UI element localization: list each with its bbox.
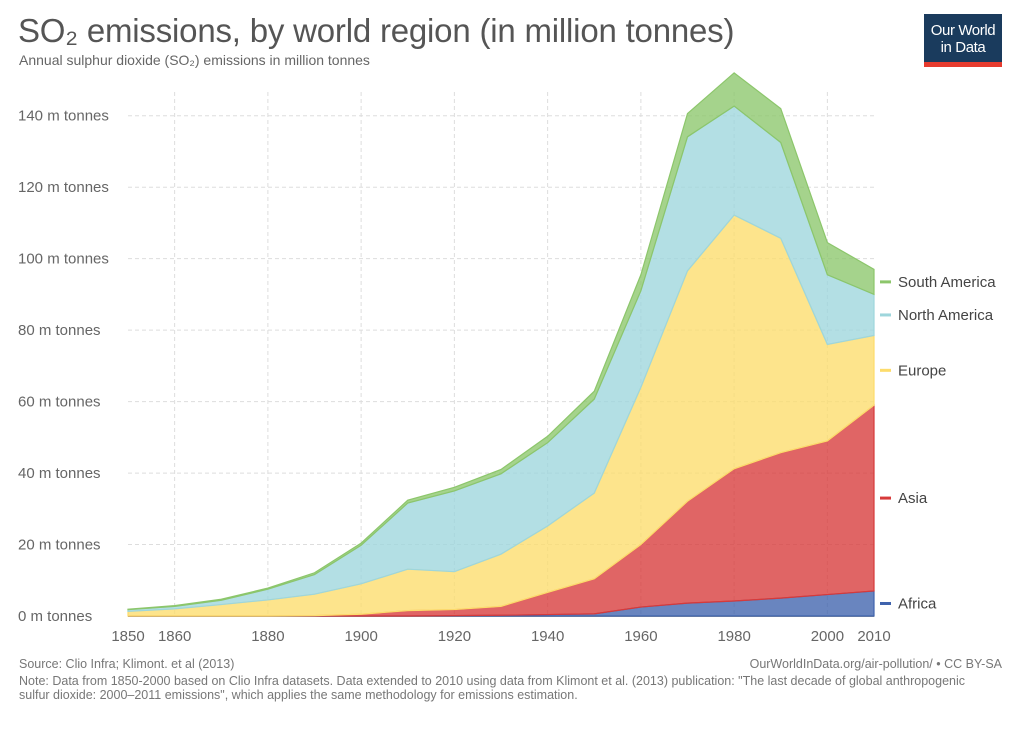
legend-label-asia[interactable]: Asia bbox=[898, 490, 928, 507]
y-tick-label: 100 m tonnes bbox=[18, 251, 109, 268]
legend-label-north-america[interactable]: North America bbox=[898, 307, 994, 324]
y-tick-label: 80 m tonnes bbox=[18, 322, 101, 339]
x-tick-label: 1960 bbox=[624, 628, 657, 645]
legend-label-south-america[interactable]: South America bbox=[898, 274, 996, 291]
legend-swatch-south-america bbox=[880, 280, 891, 284]
logo-stripe bbox=[924, 62, 1002, 67]
x-tick-label: 1980 bbox=[717, 628, 750, 645]
legend-label-africa[interactable]: Africa bbox=[898, 595, 937, 612]
x-tick-label: 1880 bbox=[251, 628, 284, 645]
x-axis-ticks: 1850 1860 1880 1900 1920 1940 1960 1980 2000 2010 bbox=[111, 628, 890, 645]
y-tick-label: 140 m tonnes bbox=[18, 108, 109, 125]
y-tick-label: 0 m tonnes bbox=[18, 608, 92, 625]
legend: Africa Asia Europe North America South Ameri… bbox=[880, 274, 996, 612]
logo-line-2: in Data bbox=[940, 39, 986, 56]
y-axis-ticks: 0 m tonnes 20 m tonnes 40 m tonnes 60 m ton… bbox=[18, 108, 109, 625]
legend-swatch-africa bbox=[880, 601, 891, 605]
area-series bbox=[127, 72, 875, 617]
legend-swatch-europe bbox=[880, 368, 891, 372]
y-tick-label: 120 m tonnes bbox=[18, 179, 109, 196]
x-tick-label: 2000 bbox=[811, 628, 844, 645]
owid-logo[interactable]: Our World in Data bbox=[924, 14, 1002, 67]
y-tick-label: 40 m tonnes bbox=[18, 465, 101, 482]
source-text: Source: Clio Infra; Klimont. et al (2013… bbox=[19, 657, 235, 671]
x-tick-label: 1920 bbox=[438, 628, 471, 645]
chart-title: SO₂ emissions, by world region (in milli… bbox=[18, 12, 735, 49]
legend-swatch-asia bbox=[880, 496, 891, 500]
note-text: Note: Data from 1850-2000 based on Clio … bbox=[19, 674, 966, 702]
x-tick-label: 1860 bbox=[158, 628, 191, 645]
x-tick-label: 1940 bbox=[531, 628, 564, 645]
logo-line-1: Our World bbox=[930, 22, 996, 39]
legend-swatch-north-america bbox=[880, 313, 891, 317]
y-tick-label: 20 m tonnes bbox=[18, 537, 101, 554]
x-tick-label: 1850 bbox=[111, 628, 144, 645]
license-link[interactable]: OurWorldInData.org/air-pollution/ • CC B… bbox=[749, 657, 1002, 671]
x-tick-label: 2010 bbox=[857, 628, 890, 645]
x-tick-label: 1900 bbox=[344, 628, 377, 645]
area-south-america[interactable] bbox=[127, 72, 875, 611]
legend-label-europe[interactable]: Europe bbox=[898, 362, 946, 379]
stacked-area-chart: 0 m tonnes 20 m tonnes 40 m tonnes 60 m ton… bbox=[18, 72, 996, 645]
y-tick-label: 60 m tonnes bbox=[18, 394, 101, 411]
chart-subtitle: Annual sulphur dioxide (SO₂) emissions i… bbox=[19, 52, 370, 68]
